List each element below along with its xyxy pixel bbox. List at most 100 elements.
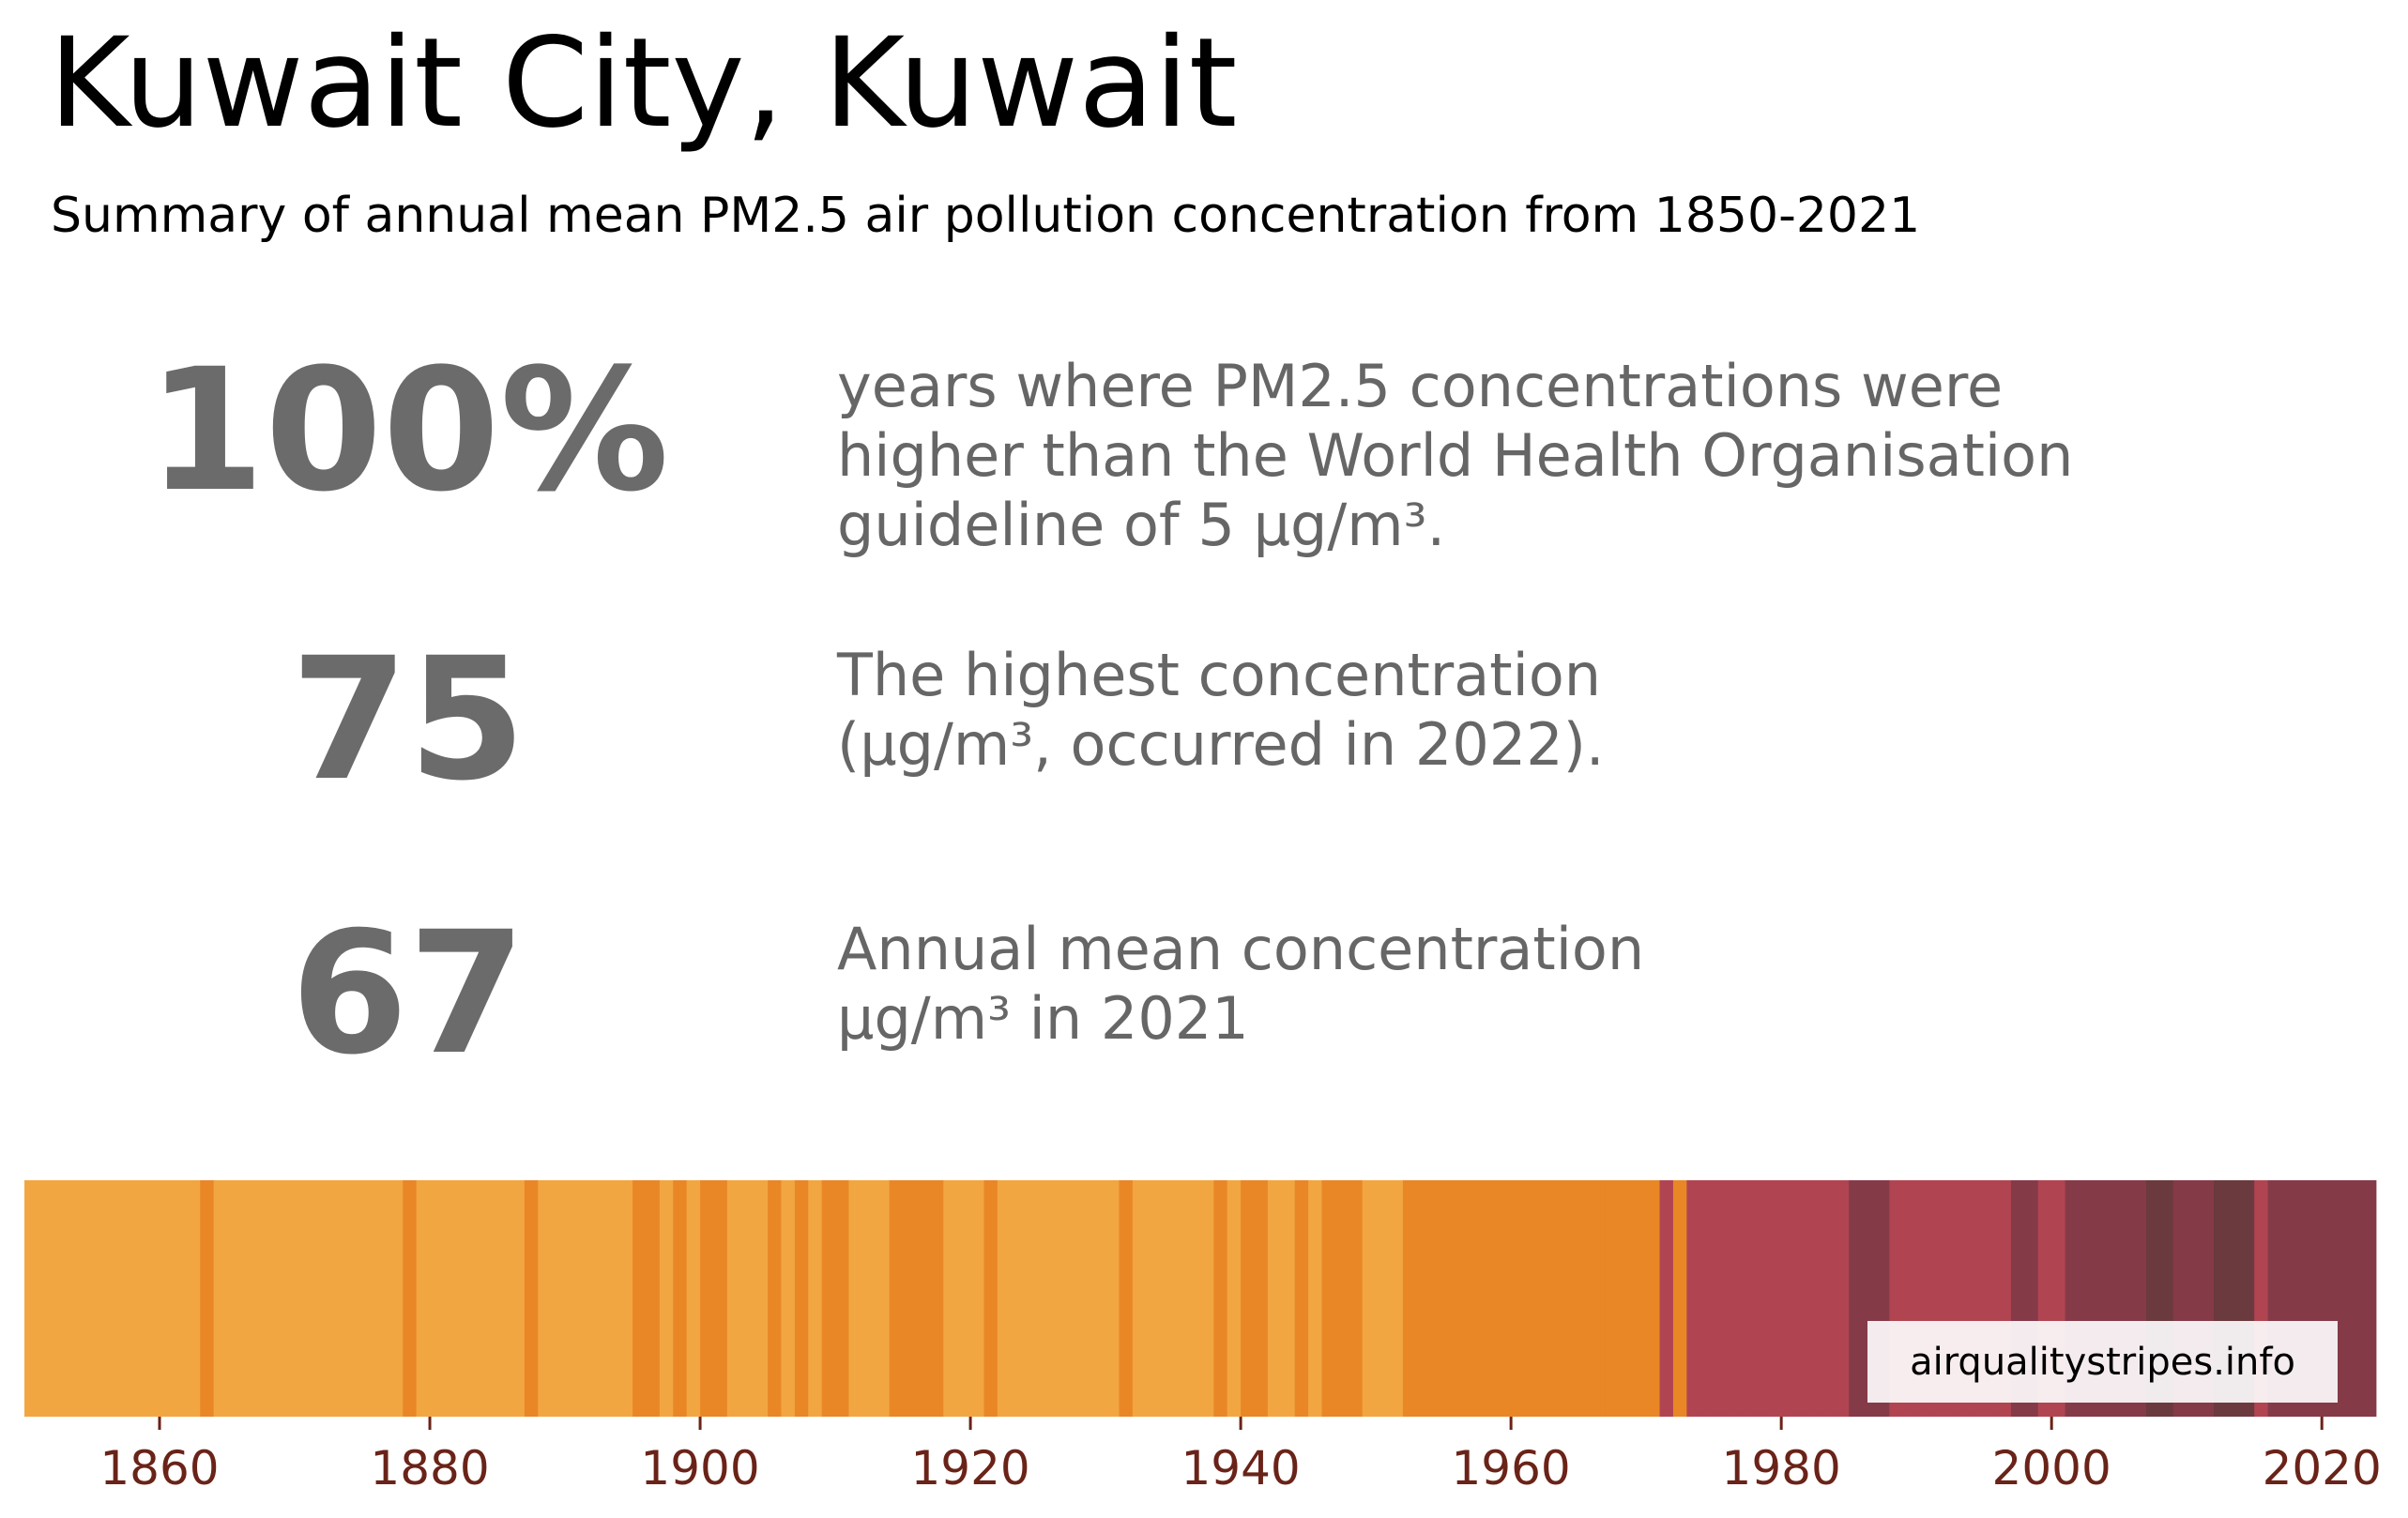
stripe-1959 <box>1497 1180 1512 1417</box>
stripe-1868 <box>267 1180 282 1417</box>
stripe-1875 <box>362 1180 377 1417</box>
stripe-1950 <box>1376 1180 1391 1417</box>
stat-value-percent: 100% <box>146 333 670 529</box>
stripe-1963 <box>1551 1180 1566 1417</box>
stripe-1976 <box>1727 1180 1742 1417</box>
stripe-1983 <box>1821 1180 1836 1417</box>
stripe-1856 <box>105 1180 120 1417</box>
stripe-1913 <box>876 1180 891 1417</box>
stripe-1929 <box>1091 1180 1106 1417</box>
stripe-1939 <box>1227 1180 1242 1417</box>
stripe-1922 <box>997 1180 1012 1417</box>
credit-label: airqualitystripes.info <box>1867 1321 2338 1403</box>
stripe-1951 <box>1389 1180 1404 1417</box>
stripe-1907 <box>794 1180 809 1417</box>
stripe-1880 <box>430 1180 445 1417</box>
x-tick-label: 1980 <box>1722 1441 1841 1495</box>
stat-description-highest: The highest concentration (µg/m³, occurr… <box>837 641 1605 780</box>
stat-description-mean: Annual mean concentration µg/m³ in 2021 <box>837 915 1644 1054</box>
stripe-1877 <box>389 1180 404 1417</box>
stripe-1852 <box>51 1180 66 1417</box>
stripe-1862 <box>186 1180 201 1417</box>
stripe-1860 <box>160 1180 175 1417</box>
stripe-1883 <box>470 1180 485 1417</box>
stripe-1971 <box>1659 1180 1674 1417</box>
stripe-1934 <box>1159 1180 1174 1417</box>
stripe-1909 <box>821 1180 836 1417</box>
stripe-1921 <box>983 1180 998 1417</box>
x-tick-label: 1900 <box>640 1441 759 1495</box>
stripe-1954 <box>1429 1180 1444 1417</box>
stripe-1896 <box>646 1180 661 1417</box>
stripe-1903 <box>740 1180 755 1417</box>
stripe-1863 <box>200 1180 215 1417</box>
stripe-1910 <box>835 1180 850 1417</box>
stripe-1928 <box>1078 1180 1093 1417</box>
stripe-1895 <box>632 1180 648 1417</box>
stripe-1881 <box>443 1180 458 1417</box>
stripe-1938 <box>1213 1180 1228 1417</box>
stripe-1923 <box>1011 1180 1026 1417</box>
stat-description-line: higher than the World Health Organisatio… <box>837 421 2074 490</box>
stat-description-line: The highest concentration <box>837 641 1602 709</box>
stripe-1853 <box>65 1180 80 1417</box>
stripe-1886 <box>511 1180 526 1417</box>
stripe-2021 <box>2335 1180 2350 1417</box>
stripe-1858 <box>132 1180 147 1417</box>
stripe-1985 <box>1849 1180 1864 1417</box>
stripe-1958 <box>1484 1180 1499 1417</box>
stripe-1978 <box>1754 1180 1769 1417</box>
stripe-1905 <box>768 1180 783 1417</box>
stripe-1890 <box>565 1180 580 1417</box>
stripe-1854 <box>78 1180 93 1417</box>
stripe-1982 <box>1807 1180 1822 1417</box>
stripe-1914 <box>889 1180 904 1417</box>
stripe-1964 <box>1564 1180 1579 1417</box>
stripe-1901 <box>713 1180 728 1417</box>
stripe-1960 <box>1511 1180 1526 1417</box>
stripe-1956 <box>1456 1180 1471 1417</box>
stripe-1924 <box>1024 1180 1039 1417</box>
stripe-1894 <box>618 1180 633 1417</box>
stripe-1979 <box>1767 1180 1782 1417</box>
stripe-1855 <box>92 1180 107 1417</box>
stripe-1969 <box>1632 1180 1647 1417</box>
stripe-1861 <box>173 1180 188 1417</box>
stripe-1892 <box>591 1180 606 1417</box>
stripe-1975 <box>1714 1180 1729 1417</box>
stripe-1912 <box>861 1180 876 1417</box>
x-tick-label: 2000 <box>1992 1441 2111 1495</box>
stripe-1981 <box>1794 1180 1809 1417</box>
stripe-1888 <box>538 1180 553 1417</box>
stripe-1931 <box>1119 1180 1134 1417</box>
page-subtitle: Summary of annual mean PM2.5 air polluti… <box>51 188 1921 244</box>
stripe-2022 <box>2349 1180 2364 1417</box>
stripe-1865 <box>227 1180 242 1417</box>
stripe-1957 <box>1470 1180 1485 1417</box>
stripe-1906 <box>781 1180 796 1417</box>
x-tick-label: 1860 <box>99 1441 219 1495</box>
stripe-1872 <box>321 1180 336 1417</box>
stripe-1961 <box>1524 1180 1539 1417</box>
stripe-1955 <box>1443 1180 1458 1417</box>
page-title: Kuwait City, Kuwait <box>49 11 1238 156</box>
stripe-1935 <box>1173 1180 1188 1417</box>
stripe-1918 <box>943 1180 958 1417</box>
stripe-1859 <box>145 1180 160 1417</box>
stripe-1949 <box>1362 1180 1377 1417</box>
stripe-1970 <box>1646 1180 1661 1417</box>
stripe-1942 <box>1267 1180 1282 1417</box>
x-tick-label: 1920 <box>910 1441 1029 1495</box>
stat-description-line: µg/m³ in 2021 <box>837 984 1249 1053</box>
stripe-1891 <box>578 1180 593 1417</box>
stat-value-mean: 67 <box>290 896 526 1092</box>
stat-description-percent: years where PM2.5 concentrations were hi… <box>837 352 2073 560</box>
stripe-1973 <box>1686 1180 1701 1417</box>
stripe-1944 <box>1294 1180 1309 1417</box>
stripe-1936 <box>1186 1180 1201 1417</box>
stripe-1932 <box>1132 1180 1147 1417</box>
stat-description-line: years where PM2.5 concentrations were <box>837 352 2004 420</box>
stripe-1889 <box>551 1180 566 1417</box>
stripe-1917 <box>929 1180 944 1417</box>
stat-description-line: Annual mean concentration <box>837 915 1645 983</box>
